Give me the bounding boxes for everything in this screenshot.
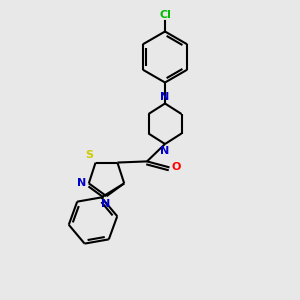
Text: Cl: Cl xyxy=(159,10,171,20)
Text: O: O xyxy=(172,162,181,172)
Text: N: N xyxy=(160,92,169,102)
Text: S: S xyxy=(85,150,93,160)
Text: N: N xyxy=(76,178,86,188)
Text: N: N xyxy=(101,199,110,209)
Text: N: N xyxy=(160,146,169,155)
